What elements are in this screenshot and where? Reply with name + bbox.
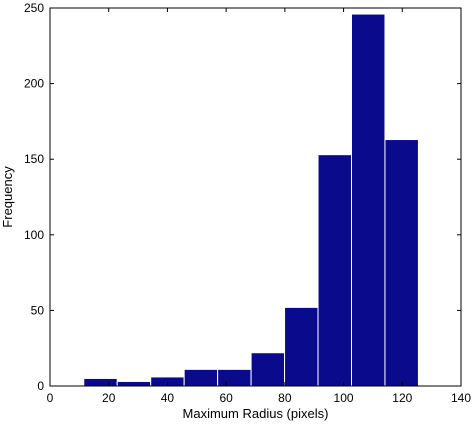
y-axis-label: Frequency: [0, 166, 15, 228]
y-tick-label: 250: [24, 1, 44, 15]
histogram-bar-1: [83, 377, 118, 387]
y-tick-label: 50: [31, 303, 45, 317]
x-tick-label: 120: [392, 391, 412, 405]
histogram-bar-10: [384, 139, 419, 387]
histogram-bar-5: [217, 368, 252, 387]
x-tick-label: 100: [334, 391, 354, 405]
y-tick-label: 150: [24, 152, 44, 166]
y-tick-label: 0: [37, 379, 44, 393]
x-axis-ticks: 0 20 40 60 80 100 120 140: [47, 8, 471, 405]
histogram-bar-7: [284, 306, 319, 387]
x-axis-label: Maximum Radius (pixels): [183, 406, 329, 421]
histogram-bar-4: [183, 368, 219, 387]
y-axis-ticks: 0 50 100 150 200 250: [24, 1, 461, 393]
x-tick-label: 40: [161, 391, 175, 405]
x-tick-label: 140: [451, 391, 471, 405]
y-tick-label: 200: [24, 77, 44, 91]
x-tick-label: 80: [278, 391, 292, 405]
histogram-bar-2: [116, 380, 152, 387]
x-tick-label: 20: [102, 391, 116, 405]
histogram-bar-8: [317, 154, 352, 387]
histogram-bar-9: [350, 13, 386, 387]
x-tick-label: 60: [219, 391, 233, 405]
x-tick-label: 0: [47, 391, 54, 405]
y-tick-label: 100: [24, 228, 44, 242]
plot-area-frame: [49, 7, 462, 387]
histogram-bars: [83, 13, 419, 387]
histogram-bar-6: [250, 352, 286, 387]
